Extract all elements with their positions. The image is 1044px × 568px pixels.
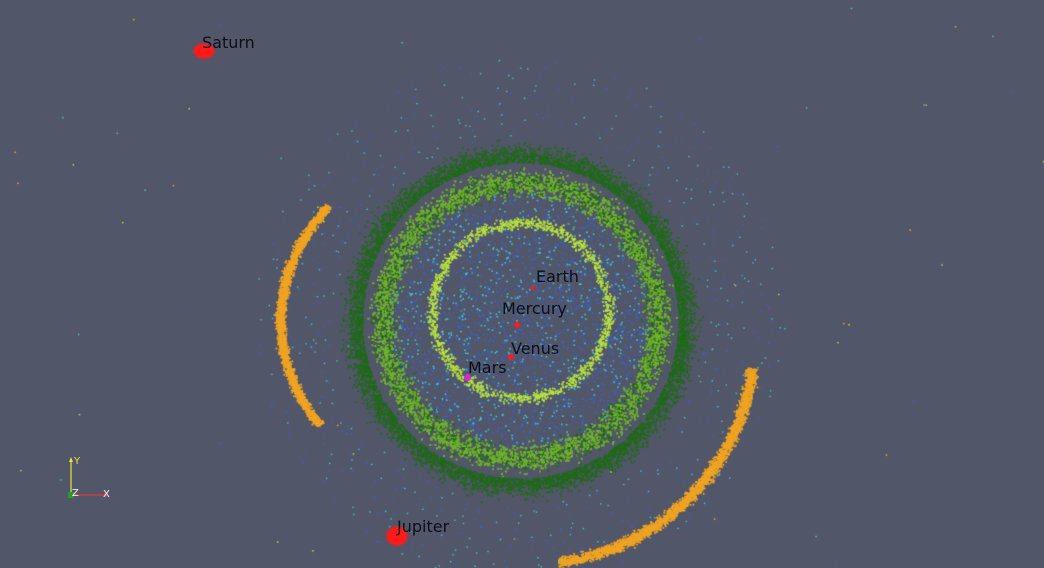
y-axis-arrow: [69, 457, 73, 462]
mars-marker: [464, 374, 471, 381]
planet-label-jupiter: Jupiter: [397, 517, 450, 536]
venus-marker: [508, 354, 514, 360]
planet-label-venus: Venus: [511, 339, 560, 358]
planet-label-mars: Mars: [468, 358, 507, 377]
earth-marker: [531, 286, 535, 290]
x-axis-label: X: [103, 489, 110, 500]
jupiter-marker: [387, 527, 407, 545]
y-axis-label: Y: [73, 456, 81, 467]
z-axis-label: Z: [72, 488, 79, 499]
orientation-axes: Y X Z: [68, 456, 110, 500]
z-axis-marker: [68, 492, 74, 498]
planet-label-earth: Earth: [536, 267, 579, 286]
planet-label-saturn: Saturn: [202, 33, 255, 52]
mercury-marker: [514, 322, 520, 328]
planet-label-mercury: Mercury: [502, 299, 567, 318]
saturn-marker: [194, 44, 214, 58]
x-axis-arrow: [104, 493, 109, 497]
